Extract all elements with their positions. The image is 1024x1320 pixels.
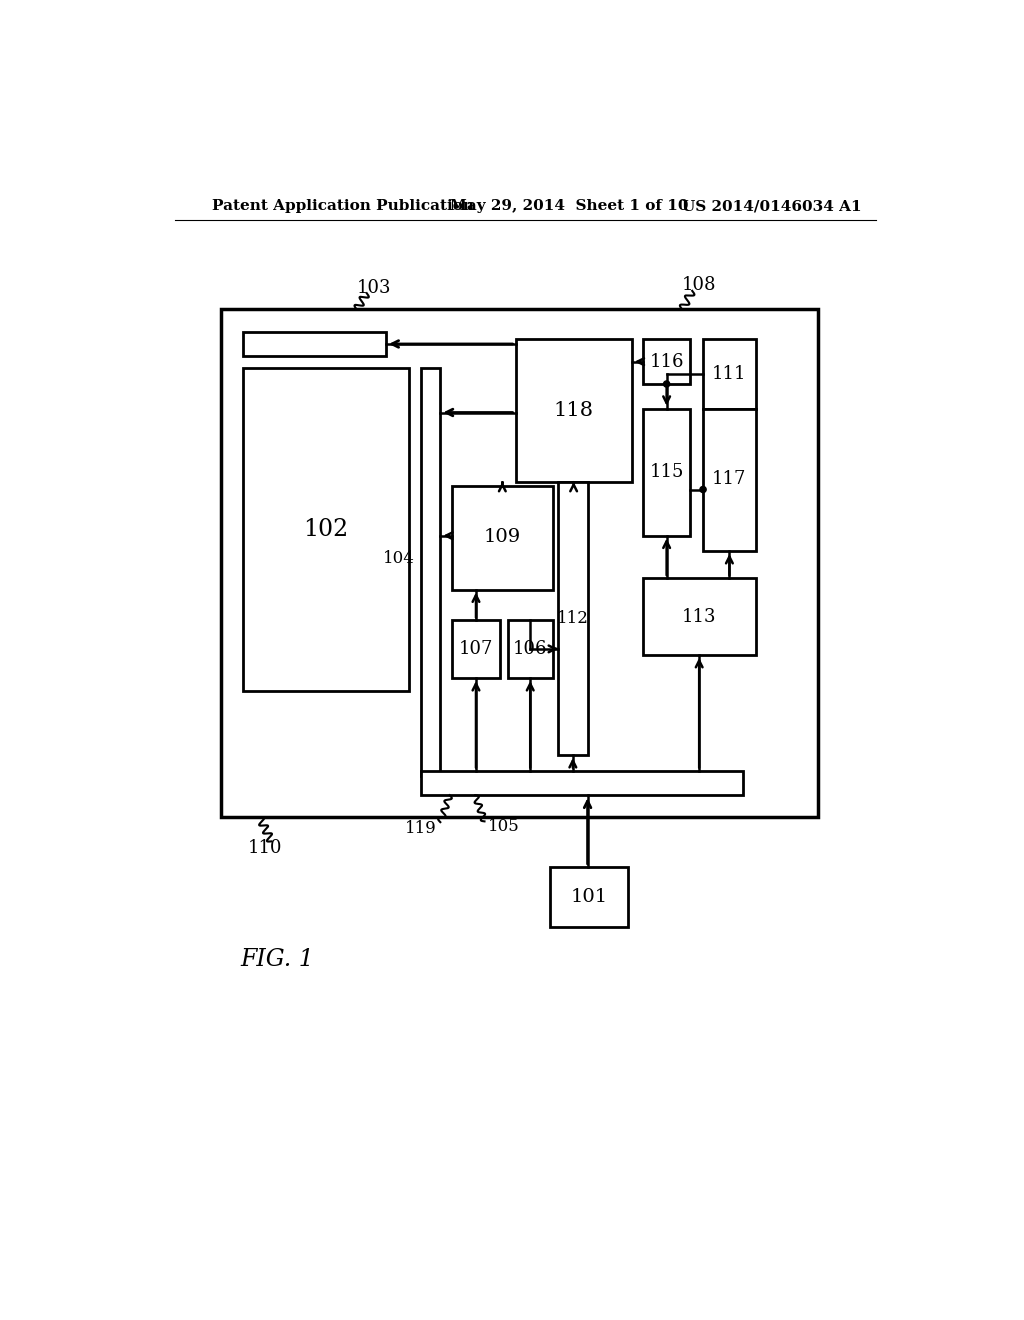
Text: 117: 117	[713, 470, 746, 488]
Bar	[508, 327, 799, 797]
Bar	[243, 368, 410, 692]
Bar	[508, 620, 553, 678]
Text: US 2014/0146034 A1: US 2014/0146034 A1	[682, 199, 862, 213]
Text: Patent Application Publication: Patent Application Publication	[212, 199, 474, 213]
Bar	[515, 339, 632, 482]
Text: 113: 113	[682, 607, 717, 626]
Bar	[421, 368, 440, 776]
Bar	[643, 339, 690, 384]
Bar	[550, 867, 628, 927]
Text: 101: 101	[570, 888, 607, 906]
Text: 109: 109	[483, 528, 521, 546]
Bar	[243, 331, 386, 356]
Bar	[643, 409, 690, 536]
Text: 102: 102	[303, 517, 348, 541]
Bar	[444, 478, 646, 771]
Text: 111: 111	[712, 366, 746, 383]
Text: 112: 112	[557, 610, 589, 627]
Text: 116: 116	[649, 352, 684, 371]
Text: FIG. 1: FIG. 1	[241, 948, 314, 970]
Text: 119: 119	[404, 820, 436, 837]
Circle shape	[700, 486, 707, 492]
Circle shape	[664, 381, 670, 387]
Bar	[221, 309, 818, 817]
Bar	[703, 339, 756, 409]
Bar	[421, 771, 742, 795]
Bar	[452, 620, 500, 678]
Text: 108: 108	[682, 276, 717, 294]
Bar	[703, 409, 756, 552]
Text: 107: 107	[459, 640, 494, 657]
Text: 110: 110	[248, 838, 283, 857]
Text: May 29, 2014  Sheet 1 of 10: May 29, 2014 Sheet 1 of 10	[450, 199, 688, 213]
Bar	[643, 578, 756, 655]
Text: 118: 118	[554, 401, 594, 420]
Text: 103: 103	[356, 279, 391, 297]
Text: 115: 115	[649, 463, 684, 480]
Text: 105: 105	[488, 818, 520, 836]
Bar	[558, 482, 588, 755]
Text: 104: 104	[383, 550, 415, 568]
Text: 106: 106	[513, 640, 548, 657]
Bar	[452, 486, 553, 590]
